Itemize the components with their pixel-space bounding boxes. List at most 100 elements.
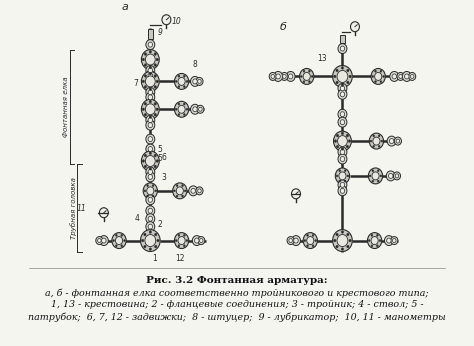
Circle shape — [338, 83, 347, 93]
Circle shape — [292, 236, 301, 246]
Circle shape — [154, 53, 156, 55]
Circle shape — [178, 103, 180, 105]
Circle shape — [340, 112, 345, 117]
Circle shape — [337, 235, 348, 247]
Circle shape — [186, 239, 188, 242]
Circle shape — [199, 107, 202, 111]
Circle shape — [146, 134, 155, 144]
Circle shape — [336, 81, 338, 84]
Circle shape — [341, 231, 344, 233]
Circle shape — [338, 154, 347, 164]
Circle shape — [369, 133, 383, 149]
Circle shape — [193, 79, 197, 84]
Circle shape — [148, 118, 153, 123]
Circle shape — [339, 170, 341, 172]
Text: 8: 8 — [192, 61, 197, 70]
Circle shape — [378, 145, 380, 147]
Circle shape — [144, 154, 146, 157]
Circle shape — [292, 189, 301, 199]
Circle shape — [286, 72, 295, 81]
Circle shape — [183, 113, 185, 116]
Text: 6: 6 — [161, 153, 166, 162]
Circle shape — [346, 81, 349, 84]
Circle shape — [377, 170, 379, 172]
Circle shape — [184, 190, 186, 192]
Circle shape — [386, 171, 395, 181]
Circle shape — [191, 104, 200, 114]
Circle shape — [155, 233, 157, 236]
Circle shape — [389, 173, 393, 179]
Circle shape — [200, 239, 203, 243]
Circle shape — [175, 80, 177, 82]
Circle shape — [378, 135, 380, 137]
Circle shape — [178, 245, 180, 247]
Circle shape — [372, 172, 379, 180]
Circle shape — [336, 175, 338, 177]
Circle shape — [124, 239, 125, 242]
Circle shape — [149, 248, 152, 251]
Circle shape — [146, 206, 155, 216]
Circle shape — [98, 239, 101, 243]
Circle shape — [144, 85, 146, 88]
Circle shape — [349, 75, 351, 78]
Circle shape — [142, 108, 145, 111]
Circle shape — [148, 224, 153, 229]
Circle shape — [145, 235, 156, 247]
Circle shape — [374, 70, 376, 72]
Text: 7: 7 — [133, 79, 138, 88]
Circle shape — [149, 231, 152, 233]
Circle shape — [189, 186, 198, 196]
Circle shape — [303, 81, 305, 83]
Circle shape — [146, 65, 155, 75]
Circle shape — [391, 237, 398, 245]
Circle shape — [303, 72, 310, 80]
Circle shape — [198, 80, 201, 83]
Circle shape — [152, 185, 154, 186]
Circle shape — [186, 80, 188, 82]
Circle shape — [113, 239, 115, 242]
Circle shape — [380, 175, 382, 177]
Circle shape — [146, 40, 155, 49]
Circle shape — [191, 76, 200, 86]
Circle shape — [309, 81, 310, 83]
Circle shape — [178, 78, 185, 85]
Text: 2: 2 — [157, 220, 162, 229]
Circle shape — [174, 101, 189, 117]
Circle shape — [194, 238, 199, 243]
Circle shape — [337, 136, 347, 147]
Circle shape — [146, 167, 155, 177]
Circle shape — [394, 137, 401, 145]
Circle shape — [146, 172, 155, 182]
Circle shape — [148, 123, 153, 128]
Circle shape — [373, 135, 374, 137]
Circle shape — [174, 233, 189, 248]
Circle shape — [273, 72, 283, 81]
Circle shape — [178, 113, 180, 116]
Circle shape — [192, 236, 201, 246]
Circle shape — [146, 104, 155, 115]
Circle shape — [338, 117, 347, 127]
Circle shape — [379, 239, 381, 242]
Circle shape — [410, 74, 414, 79]
Circle shape — [393, 172, 401, 180]
Circle shape — [371, 245, 373, 247]
Circle shape — [148, 73, 153, 78]
Circle shape — [339, 180, 341, 182]
Circle shape — [347, 175, 349, 177]
Circle shape — [340, 46, 345, 51]
Circle shape — [141, 72, 159, 91]
Text: 5: 5 — [157, 155, 162, 164]
Circle shape — [369, 175, 371, 177]
Circle shape — [338, 186, 347, 196]
Circle shape — [338, 180, 347, 190]
Circle shape — [144, 64, 146, 66]
Circle shape — [149, 167, 152, 170]
Circle shape — [156, 160, 158, 162]
Circle shape — [340, 86, 345, 91]
Circle shape — [371, 234, 373, 236]
Circle shape — [198, 237, 205, 245]
Circle shape — [182, 185, 183, 186]
Circle shape — [396, 139, 400, 143]
Circle shape — [372, 180, 374, 182]
Circle shape — [148, 42, 153, 47]
